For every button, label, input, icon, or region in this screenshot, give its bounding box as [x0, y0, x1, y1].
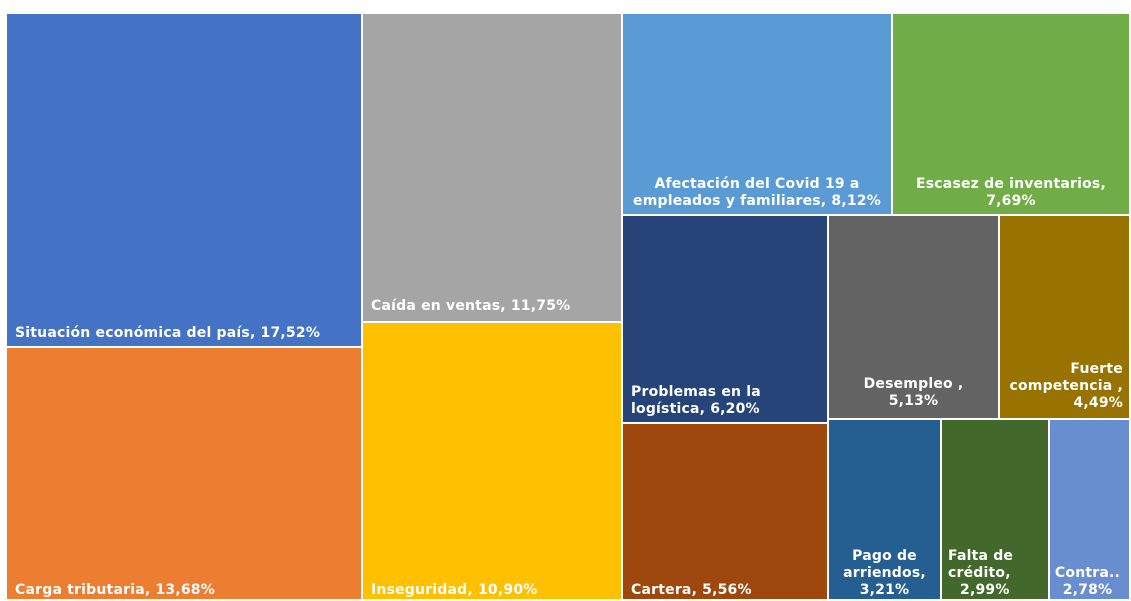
tile-fuerte-competencia: Fuerte competencia , 4,49%	[998, 214, 1131, 420]
label-falta-credito: Falta de crédito, 2,99%	[948, 548, 1014, 598]
label-caida-ventas: Caída en ventas, 11,75%	[371, 298, 571, 314]
tile-problemas-logistica: Problemas en la logística, 6,20%	[621, 214, 829, 424]
tile-inseguridad: Inseguridad, 10,90%	[361, 321, 623, 601]
label-carga-tributaria: Carga tributaria, 13,68%	[15, 582, 215, 598]
label-afectacion-covid: Afectación del Covid 19 a empleados y fa…	[633, 176, 881, 209]
tile-situacion-economica: Situación económica del país, 17,52%	[5, 12, 363, 348]
tile-afectacion-covid: Afectación del Covid 19 a empleados y fa…	[621, 12, 893, 216]
label-situacion-economica: Situación económica del país, 17,52%	[15, 325, 321, 341]
tile-carga-tributaria: Carga tributaria, 13,68%	[5, 346, 363, 601]
tile-falta-credito: Falta de crédito, 2,99%	[940, 418, 1050, 601]
label-desempleo: Desempleo , 5,13%	[863, 376, 964, 409]
tile-pago-arriendos: Pago de arriendos, 3,21%	[827, 418, 942, 601]
tile-contra: Contra.. 2,78%	[1048, 418, 1131, 601]
label-escasez-inventarios: Escasez de inventarios, 7,69%	[916, 176, 1106, 209]
tile-desempleo: Desempleo , 5,13%	[827, 214, 1000, 420]
tile-escasez-inventarios: Escasez de inventarios, 7,69%	[891, 12, 1131, 216]
label-pago-arriendos: Pago de arriendos, 3,21%	[843, 548, 926, 598]
tile-caida-ventas: Caída en ventas, 11,75%	[361, 12, 623, 323]
label-contra: Contra.. 2,78%	[1054, 565, 1121, 598]
label-inseguridad: Inseguridad, 10,90%	[371, 582, 538, 598]
label-fuerte-competencia: Fuerte competencia , 4,49%	[1009, 361, 1123, 411]
label-problemas-logistica: Problemas en la logística, 6,20%	[631, 384, 761, 417]
label-cartera: Cartera, 5,56%	[631, 582, 752, 598]
tile-cartera: Cartera, 5,56%	[621, 422, 829, 601]
